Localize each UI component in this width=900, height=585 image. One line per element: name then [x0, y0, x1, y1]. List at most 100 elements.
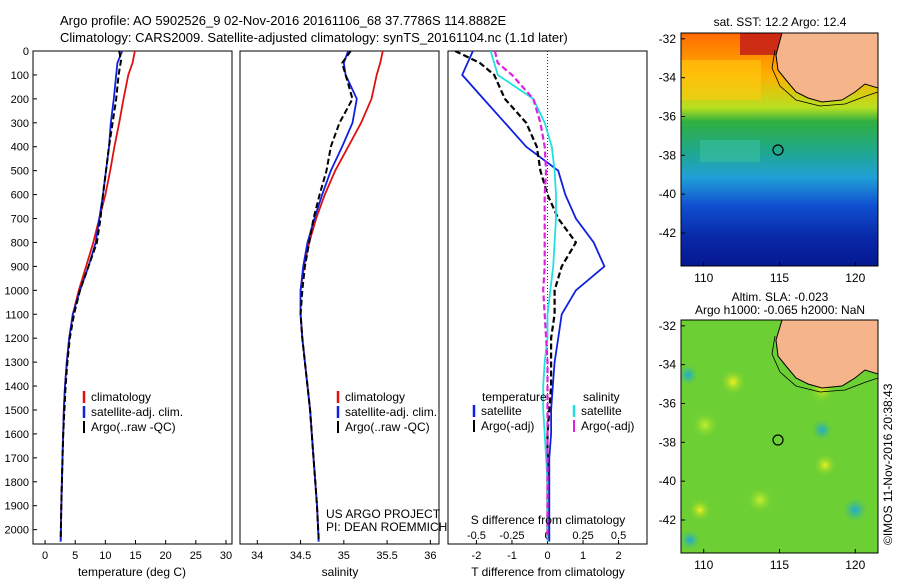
t-diff-tick-label: 1 — [580, 550, 586, 562]
sst-field — [681, 33, 878, 266]
series-line-argo-raw-qc- — [59, 51, 123, 540]
map-lon-label: 115 — [770, 271, 789, 285]
depth-tick-label: 1300 — [5, 357, 29, 369]
sla-low-blob — [681, 530, 700, 550]
depth-tick-label: 500 — [11, 166, 29, 178]
sla-map-panel: Altim. SLA: -0.023 Argo h1000: -0.065 h2… — [659, 290, 879, 572]
t-diff-tick-label: 0 — [544, 550, 550, 562]
map-lat-label: -34 — [659, 71, 677, 85]
s-diff-tick-label: -0.25 — [499, 530, 524, 542]
depth-tick-label: 1800 — [5, 477, 29, 489]
depth-tick-label: 100 — [11, 70, 29, 82]
t-diff-tick-label: 2 — [616, 550, 622, 562]
map-lat-label: -38 — [659, 148, 677, 162]
sla-low-blob — [681, 365, 698, 385]
temperature-panel: 0100200300400500600700800900100011001200… — [5, 46, 452, 579]
legend-header-salinity: salinity — [583, 390, 620, 404]
sla-coast-contour — [771, 335, 878, 393]
s-diff-tick-label: 0.25 — [572, 530, 593, 542]
map-lon-label: 120 — [845, 558, 865, 572]
difference-legend: temperature salinity satellite Argo(-adj… — [472, 390, 634, 433]
sla-low-blob — [843, 498, 867, 522]
legend-label-argo: Argo(..raw -QC) — [91, 420, 176, 434]
x-tick-label: 0 — [42, 550, 48, 562]
depth-tick-label: 400 — [11, 142, 29, 154]
legend-label-climatology: climatology — [91, 390, 151, 404]
depth-tick-label: 1200 — [5, 333, 29, 345]
sla-high-blob — [691, 411, 719, 439]
depth-tick-label: 1400 — [5, 381, 29, 393]
difference-curves — [454, 51, 606, 542]
x-tick-label: 34 — [251, 550, 263, 562]
legend-label-t-satellite: satellite — [481, 404, 522, 418]
map-lat-label: -36 — [659, 109, 677, 123]
sla-map-ticks: 110 115 120 -32 -34 -36 -38 -40 -42 — [659, 319, 866, 572]
series-line-argo-raw-qc- — [299, 51, 354, 540]
map-lat-label: -42 — [659, 226, 677, 240]
sst-argo-position-marker — [772, 144, 784, 156]
depth-tick-label: 700 — [11, 214, 29, 226]
depth-tick-label: 1500 — [5, 405, 29, 417]
x-tick-label: 35 — [338, 550, 350, 562]
temperature-legend: climatology satellite-adj. clim. Argo(..… — [82, 390, 183, 434]
map-lat-label: -36 — [659, 396, 677, 410]
sla-low-blob — [812, 420, 832, 440]
map-lat-label: -32 — [659, 32, 677, 46]
depth-tick-label: 1000 — [5, 285, 29, 297]
depth-tick-label: 1900 — [5, 501, 29, 513]
legend-header-temperature: temperature — [482, 390, 547, 404]
series-line-salinity-satellite — [489, 51, 557, 542]
temperature-x-ticks: 0 5 10 15 20 25 30 — [42, 540, 232, 562]
map-lon-label: 110 — [694, 558, 713, 572]
s-difference-label: S difference from climatology — [471, 513, 626, 527]
salinity-panel: 34 34.5 35 35.5 36 salinity climatology sate… — [239, 50, 447, 579]
x-tick-label: 20 — [160, 550, 172, 562]
legend-label-s-satellite: satellite — [581, 404, 622, 418]
x-tick-label: 35.5 — [376, 550, 397, 562]
series-line-salinity-argo-adj- — [493, 51, 549, 540]
imos-credit: ©IMOS 11-Nov-2016 20:38:43 — [881, 383, 895, 545]
temperature-plot-frame — [32, 50, 233, 545]
sla-high-blob — [746, 486, 774, 514]
depth-tick-label: 2000 — [5, 525, 29, 537]
depth-tick-label: 900 — [11, 261, 29, 273]
sla-argo-position-marker — [772, 434, 784, 446]
difference-panel: -2 -1 0 1 2 -0.5 -0.25 0 0.25 0.5 S difference f… — [447, 50, 648, 579]
salinity-x-ticks: 34 34.5 35 35.5 36 — [251, 540, 436, 562]
x-tick-label: 15 — [129, 550, 141, 562]
depth-tick-label: 600 — [11, 190, 29, 202]
t-diff-tick-label: -1 — [507, 550, 517, 562]
map-lon-label: 115 — [770, 558, 789, 572]
depth-axis-ticks: 0 100 200 300 400 500 600 700 800 900 1000 1100 1200… — [5, 46, 452, 537]
map-lat-label: -32 — [659, 319, 677, 333]
header-title-line1: Argo profile: AO 5902526_9 02-Nov-2016 2… — [60, 13, 507, 28]
sst-coast-contour — [771, 49, 878, 107]
sla-land-australia — [775, 320, 878, 389]
sla-high-blob — [688, 498, 712, 522]
salinity-curves — [299, 51, 384, 542]
depth-tick-label: 1700 — [5, 453, 29, 465]
temperature-x-label: temperature (deg C) — [78, 565, 186, 579]
series-line-temperature-argo-adj- — [454, 51, 578, 540]
t-diff-tick-label: -2 — [472, 550, 482, 562]
sla-high-blob — [813, 453, 837, 477]
t-difference-label: T difference from climatology — [471, 565, 625, 579]
legend-label-satellite: satellite-adj. clim. — [91, 405, 183, 419]
sst-map-ticks: 110 115 120 -32 -34 -36 -38 -40 -42 — [659, 32, 866, 285]
map-lat-label: -40 — [659, 187, 677, 201]
map-lat-label: -38 — [659, 435, 677, 449]
sla-map-title-line2: Argo h1000: -0.065 h2000: NaN — [695, 303, 865, 317]
legend-label-argo: Argo(..raw -QC) — [345, 420, 430, 434]
project-label: US ARGO PROJECT — [326, 507, 441, 521]
x-tick-label: 30 — [220, 550, 232, 562]
sst-map-panel: sat. SST: 12.2 Argo: 12.4 110 115 120 -32 -3… — [659, 15, 879, 285]
x-tick-label: 5 — [72, 550, 78, 562]
map-lon-label: 120 — [845, 271, 865, 285]
depth-tick-label: 300 — [11, 118, 29, 130]
sst-warm-patch — [681, 60, 761, 100]
legend-label-satellite: satellite-adj. clim. — [345, 405, 437, 419]
header-title-line2: Climatology: CARS2009. Satellite-adjuste… — [60, 30, 568, 45]
sla-field — [681, 320, 878, 553]
legend-label-s-argo: Argo(-adj) — [581, 419, 634, 433]
sla-high-blob — [719, 368, 747, 396]
